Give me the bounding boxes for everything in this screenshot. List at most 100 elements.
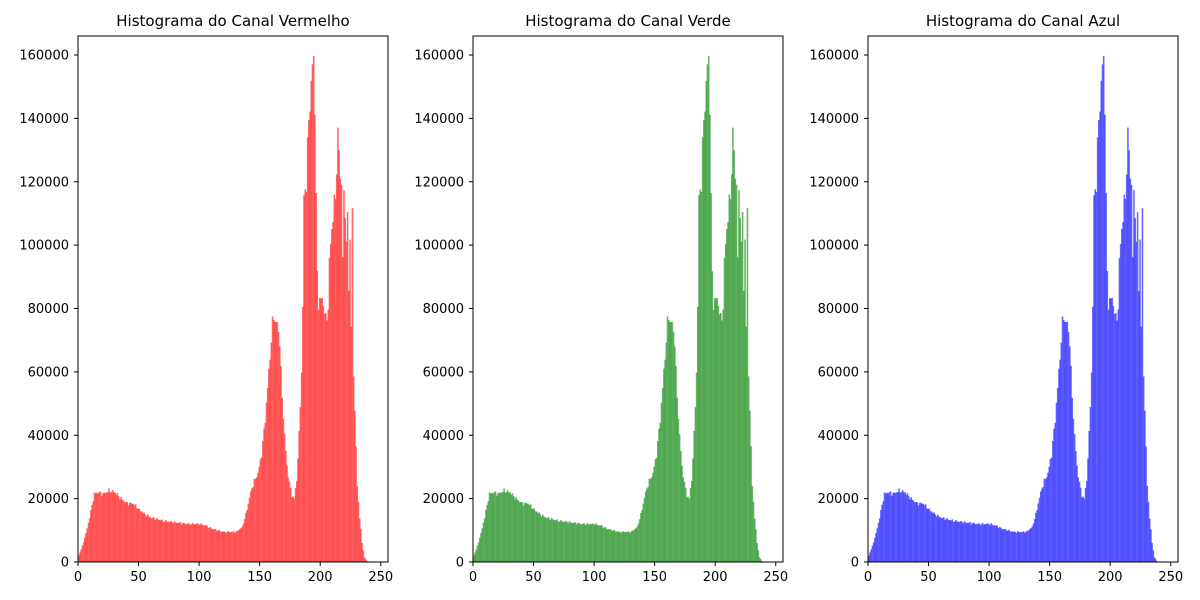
histogram-bar: [550, 518, 553, 562]
histogram-bar: [1010, 531, 1013, 562]
histogram-bar: [601, 525, 603, 562]
histogram-bar: [346, 212, 349, 562]
histogram-bar: [569, 522, 572, 562]
histogram-bar: [516, 499, 519, 562]
histogram-bar: [897, 492, 899, 562]
histogram-bar: [1076, 465, 1078, 562]
histogram-bar: [1082, 496, 1084, 562]
histogram-bar: [933, 512, 935, 562]
histogram-bar: [987, 523, 990, 562]
histogram-bar: [190, 524, 193, 562]
histogram-bar: [149, 517, 152, 562]
histogram-bar: [226, 530, 229, 562]
histogram-bar: [556, 519, 559, 562]
histogram-bar: [259, 459, 262, 562]
y-tick-label: 40000: [28, 429, 69, 444]
histogram-bar: [237, 530, 240, 562]
x-tick-label: 50: [920, 570, 937, 585]
histogram-bar: [229, 532, 231, 562]
histogram-bar: [150, 518, 153, 562]
histogram-bar: [523, 502, 526, 562]
histogram-bar: [686, 497, 688, 562]
histogram-bar: [205, 525, 207, 562]
histogram-bar: [997, 528, 1000, 562]
histogram-bar: [952, 521, 955, 562]
histogram-bar: [608, 529, 611, 562]
histogram-bar: [648, 478, 651, 562]
histogram-bar: [1121, 229, 1123, 562]
histogram-bar: [535, 511, 538, 562]
histogram-bar: [256, 477, 258, 562]
histogram-bar: [1144, 410, 1146, 562]
histogram-bar: [709, 114, 711, 563]
histogram-bar: [911, 499, 914, 562]
histogram-bar: [1081, 497, 1083, 562]
histogram-bar: [930, 511, 933, 562]
histogram-bar: [1078, 481, 1081, 562]
histogram-bar: [993, 525, 996, 562]
y-tick-label: 40000: [423, 429, 464, 444]
histogram-bars: [868, 55, 1159, 563]
axes-frame: [77, 35, 389, 563]
chart-title: Histograma do Canal Vermelho: [116, 12, 349, 30]
histogram-bar: [1115, 313, 1117, 562]
histogram-bar: [1013, 531, 1015, 562]
histogram-bar: [88, 518, 91, 562]
histogram-bar: [963, 521, 966, 562]
histogram-bar: [357, 501, 360, 562]
histogram-bar: [966, 522, 968, 562]
histogram-bar: [306, 137, 309, 562]
histogram-bar: [137, 508, 139, 562]
histogram-bar: [186, 524, 189, 562]
histogram-bar: [545, 518, 548, 562]
histogram-bar: [641, 509, 643, 562]
histogram-bar: [356, 485, 359, 562]
histogram-bar: [1101, 64, 1104, 562]
histogram-bar: [1058, 368, 1060, 562]
histogram-bar: [236, 530, 239, 562]
histogram-bar: [191, 522, 194, 562]
histogram-bar: [506, 490, 509, 562]
histogram-bar: [1009, 531, 1012, 562]
histogram-bar: [117, 496, 120, 562]
x-tick-label: 100: [187, 570, 212, 585]
histogram-bar: [629, 532, 631, 562]
histogram-bar: [715, 298, 717, 562]
histogram-bar: [968, 522, 971, 562]
histogram-bar: [1031, 526, 1034, 562]
histogram-bar: [921, 503, 923, 562]
x-tick-label: 250: [368, 570, 393, 585]
histogram-bar: [1050, 457, 1053, 562]
histogram-bar: [1140, 326, 1143, 562]
histogram-bar: [337, 127, 339, 562]
histogram-bar: [888, 492, 891, 562]
histogram-bar: [1123, 194, 1126, 562]
y-tick-label: 120000: [809, 175, 859, 190]
histogram-bar: [272, 319, 275, 562]
axes-frame: [472, 35, 784, 563]
histogram-bar: [701, 137, 704, 562]
histogram-bar: [904, 492, 906, 562]
histogram-bar: [1106, 271, 1109, 562]
histogram-bar: [474, 552, 476, 562]
histogram-bar: [950, 520, 952, 562]
histogram-bar: [669, 321, 671, 562]
histogram-bar: [116, 493, 119, 562]
histogram-bar: [756, 543, 758, 562]
histogram-bar: [1119, 244, 1122, 562]
histogram-bar: [621, 530, 624, 562]
histogram-bar: [331, 229, 333, 562]
histogram-bar: [539, 514, 542, 562]
histogram-bar: [520, 502, 522, 562]
histogram-bar: [892, 493, 894, 562]
histogram-bar: [611, 530, 613, 562]
histogram-bar: [486, 504, 488, 562]
histogram-bar: [201, 524, 204, 562]
histogram-bar: [740, 241, 743, 562]
histogram-bar: [362, 550, 365, 562]
histogram-bar: [114, 492, 116, 562]
histogram-bar: [688, 498, 691, 562]
histogram-bar: [953, 521, 956, 562]
histogram-bar: [94, 493, 97, 562]
histogram-bar: [248, 497, 251, 562]
